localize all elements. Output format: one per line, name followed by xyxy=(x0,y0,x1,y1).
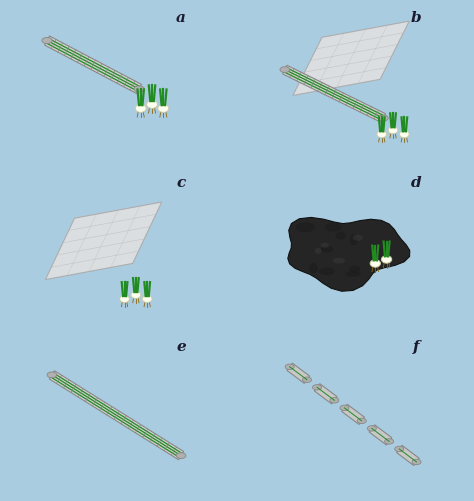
Ellipse shape xyxy=(296,222,315,232)
Ellipse shape xyxy=(384,439,393,444)
Ellipse shape xyxy=(302,377,311,382)
Ellipse shape xyxy=(146,100,157,108)
Polygon shape xyxy=(288,217,410,291)
Ellipse shape xyxy=(332,258,345,264)
Ellipse shape xyxy=(367,426,376,431)
Ellipse shape xyxy=(285,364,294,370)
Polygon shape xyxy=(397,445,419,465)
Polygon shape xyxy=(369,425,392,445)
Ellipse shape xyxy=(47,372,57,378)
Polygon shape xyxy=(293,21,409,96)
Ellipse shape xyxy=(370,263,380,269)
Polygon shape xyxy=(46,202,162,280)
Ellipse shape xyxy=(42,38,52,44)
Polygon shape xyxy=(342,404,365,424)
Ellipse shape xyxy=(325,223,341,231)
Ellipse shape xyxy=(315,247,321,254)
Ellipse shape xyxy=(382,256,392,263)
Ellipse shape xyxy=(280,67,290,73)
Polygon shape xyxy=(283,65,385,122)
Ellipse shape xyxy=(357,418,366,423)
Polygon shape xyxy=(49,371,183,460)
Ellipse shape xyxy=(353,234,363,241)
Ellipse shape xyxy=(388,127,398,134)
Ellipse shape xyxy=(370,260,381,267)
Text: f: f xyxy=(412,340,419,354)
Ellipse shape xyxy=(309,263,318,274)
Ellipse shape xyxy=(158,104,169,112)
Ellipse shape xyxy=(319,268,335,275)
Text: c: c xyxy=(176,176,186,190)
Text: d: d xyxy=(410,176,421,190)
Ellipse shape xyxy=(320,246,333,253)
Ellipse shape xyxy=(379,115,388,121)
Ellipse shape xyxy=(350,234,358,245)
Ellipse shape xyxy=(395,446,404,452)
Ellipse shape xyxy=(135,104,146,112)
Ellipse shape xyxy=(176,453,186,458)
Text: b: b xyxy=(410,11,421,25)
Ellipse shape xyxy=(336,231,346,240)
Ellipse shape xyxy=(412,459,421,464)
Ellipse shape xyxy=(330,398,339,403)
Ellipse shape xyxy=(134,86,144,92)
Ellipse shape xyxy=(400,131,409,138)
Text: e: e xyxy=(176,340,186,354)
Ellipse shape xyxy=(346,271,360,277)
Ellipse shape xyxy=(142,296,152,303)
Ellipse shape xyxy=(340,405,349,411)
Ellipse shape xyxy=(131,292,141,299)
Ellipse shape xyxy=(349,266,360,273)
Polygon shape xyxy=(45,36,142,94)
Ellipse shape xyxy=(120,296,129,303)
Ellipse shape xyxy=(312,385,321,390)
Polygon shape xyxy=(287,363,310,383)
Text: a: a xyxy=(176,11,186,25)
Polygon shape xyxy=(314,384,337,404)
Ellipse shape xyxy=(320,243,329,247)
Ellipse shape xyxy=(377,131,387,138)
